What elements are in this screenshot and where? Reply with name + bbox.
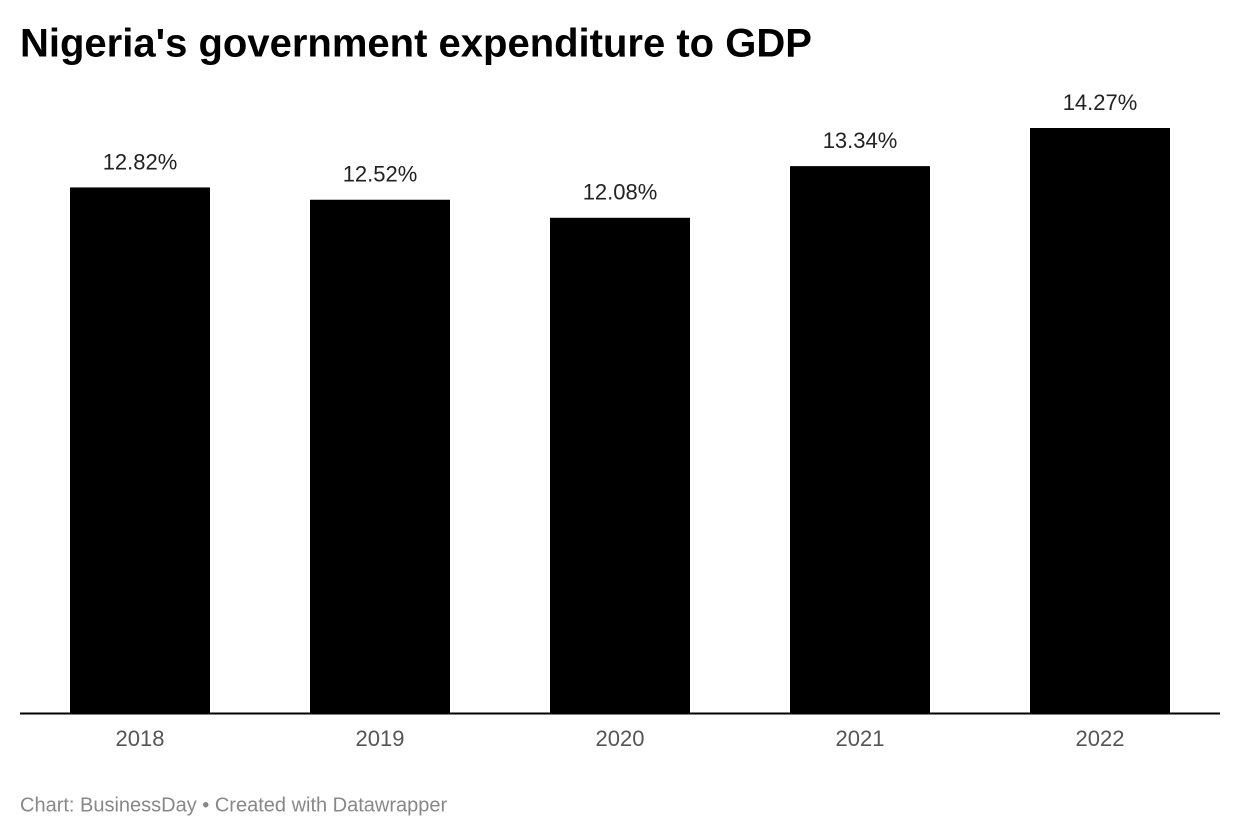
chart-title: Nigeria's government expenditure to GDP: [20, 22, 812, 66]
value-label: 12.82%: [103, 149, 178, 174]
bar: [70, 187, 210, 714]
bar: [310, 199, 450, 714]
x-tick-label: 2021: [836, 726, 885, 751]
value-label: 12.08%: [583, 180, 658, 205]
footer: Chart: BusinessDay • Created with Datawr…: [20, 794, 448, 816]
value-label: 14.27%: [1063, 90, 1138, 115]
x-tick-label: 2019: [356, 726, 405, 751]
value-label: 12.52%: [343, 162, 418, 187]
x-tick-label: 2022: [1076, 726, 1125, 751]
x-tick-label: 2018: [116, 726, 165, 751]
bar: [1030, 128, 1170, 713]
bar: [790, 166, 930, 714]
x-tick-label: 2020: [596, 726, 645, 751]
bar: [550, 217, 690, 714]
value-label: 13.34%: [823, 128, 898, 153]
